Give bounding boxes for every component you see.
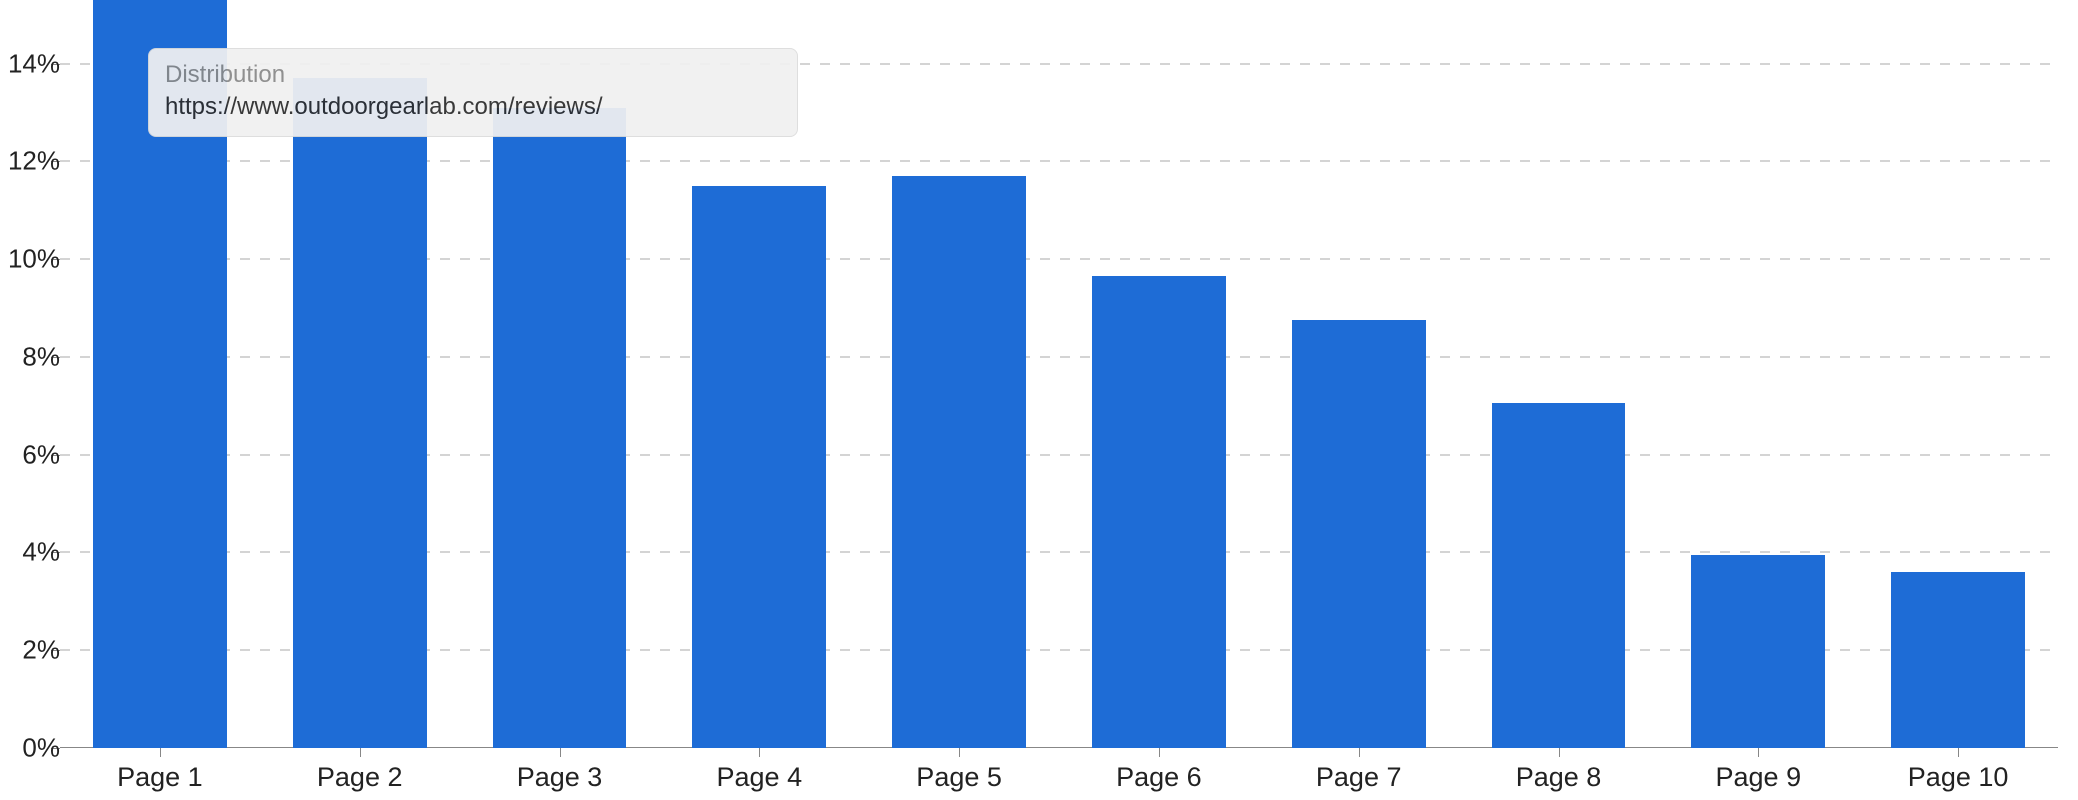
x-axis-label: Page 4 (717, 762, 803, 793)
tooltip-title: Distribution (165, 59, 781, 91)
chart-tooltip: Distribution https://www.outdoorgearlab.… (148, 48, 798, 137)
x-axis-label: Page 8 (1516, 762, 1602, 793)
x-axis-label: Page 10 (1908, 762, 2009, 793)
x-tick-mark (759, 748, 760, 757)
tooltip-body: https://www.outdoorgearlab.com/reviews/ (165, 91, 781, 123)
bar[interactable] (1292, 320, 1426, 748)
y-tick-label: 12% (8, 146, 60, 177)
y-tick-label: 4% (22, 537, 60, 568)
x-axis-label: Page 3 (517, 762, 603, 793)
x-tick-mark (560, 748, 561, 757)
x-axis-label: Page 5 (916, 762, 1002, 793)
x-tick-mark (1958, 748, 1959, 757)
y-tick-label: 8% (22, 341, 60, 372)
x-tick-mark (1758, 748, 1759, 757)
y-tick-label: 2% (22, 635, 60, 666)
bar[interactable] (892, 176, 1026, 748)
x-axis-label: Page 7 (1316, 762, 1402, 793)
x-axis-label: Page 2 (317, 762, 403, 793)
bar[interactable] (692, 186, 826, 748)
y-tick-label: 0% (22, 733, 60, 764)
x-axis-label: Page 9 (1716, 762, 1802, 793)
x-tick-mark (160, 748, 161, 757)
bar[interactable] (293, 78, 427, 748)
x-tick-mark (1159, 748, 1160, 757)
x-tick-mark (1559, 748, 1560, 757)
y-tick-label: 6% (22, 439, 60, 470)
x-axis-label: Page 6 (1116, 762, 1202, 793)
bar[interactable] (1891, 572, 2025, 748)
bar[interactable] (1492, 403, 1626, 748)
x-tick-mark (959, 748, 960, 757)
bar[interactable] (493, 108, 627, 748)
x-axis-label: Page 1 (117, 762, 203, 793)
x-tick-mark (360, 748, 361, 757)
y-tick-label: 14% (8, 48, 60, 79)
bar[interactable] (1092, 276, 1226, 748)
x-tick-mark (1359, 748, 1360, 757)
distribution-bar-chart: 0% 2% 4% 6% 8% 10% 12% 14% Distribution https:/… (0, 0, 2078, 800)
y-tick-label: 10% (8, 244, 60, 275)
bar[interactable] (1691, 555, 1825, 748)
